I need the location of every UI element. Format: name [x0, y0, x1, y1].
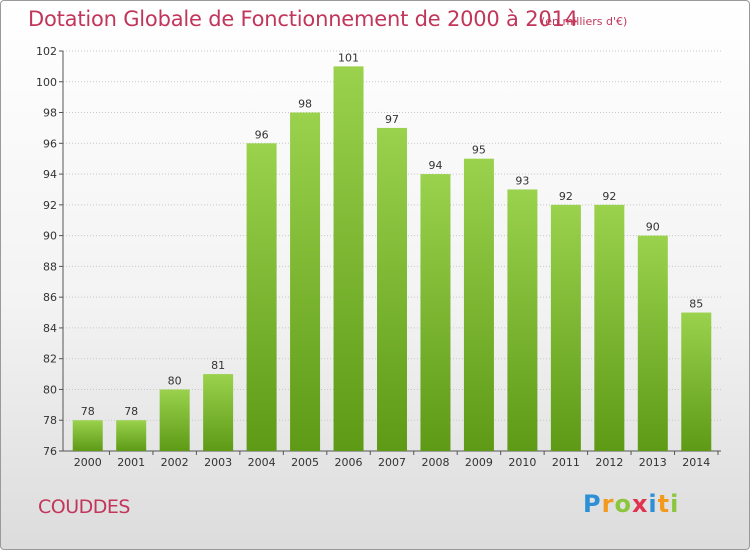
bar-value-label: 92 [559, 190, 573, 203]
bar-value-label: 90 [646, 221, 660, 234]
bar-value-label: 78 [124, 405, 138, 418]
y-tick-label: 80 [43, 383, 57, 396]
bar-2010 [507, 189, 538, 451]
y-tick-label: 100 [36, 76, 57, 89]
chart-title: Dotation Globale de Fonctionnement de 20… [28, 7, 578, 31]
bar-2000 [72, 420, 103, 451]
y-tick-label: 84 [43, 322, 57, 335]
x-tick-label: 2014 [682, 456, 710, 469]
bar-value-label: 96 [255, 128, 269, 141]
x-tick-label: 2000 [74, 456, 102, 469]
axes: 76 78 80 82 84 86 88 90 92 94 96 98 100 102 2000 2001 20… [36, 45, 721, 469]
commune-name: COUDDES [38, 496, 130, 518]
x-tick-label: 2002 [161, 456, 189, 469]
x-tick-label: 2011 [552, 456, 580, 469]
y-tick-label: 82 [43, 353, 57, 366]
bar-2004 [246, 143, 277, 452]
bar-2006 [333, 66, 364, 451]
bar-2014 [681, 312, 712, 451]
bar-value-label: 93 [515, 174, 529, 187]
y-tick-label: 86 [43, 291, 57, 304]
bar-value-label: 95 [472, 144, 486, 157]
y-tick-label: 90 [43, 230, 57, 243]
y-tick-label: 92 [43, 199, 57, 212]
bar-2001 [116, 420, 147, 451]
y-tick-label: 102 [36, 45, 57, 58]
x-tick-label: 2001 [117, 456, 145, 469]
x-tick-label: 2006 [335, 456, 363, 469]
bar-value-label: 94 [428, 159, 442, 172]
bar-value-label: 97 [385, 113, 399, 126]
x-tick-label: 2003 [204, 456, 232, 469]
bar-2003 [203, 374, 234, 451]
y-tick-label: 76 [43, 445, 57, 458]
bar-value-label: 85 [689, 298, 703, 311]
x-tick-label: 2007 [378, 456, 406, 469]
bars [72, 66, 712, 452]
data-labels: 78 78 80 81 96 98 101 97 94 95 93 92 92 90 85 [81, 51, 704, 418]
x-tick-label: 2010 [508, 456, 536, 469]
bar-2007 [377, 127, 407, 451]
y-tick-label: 88 [43, 260, 57, 273]
chart-subtitle: (en milliers d'€) [541, 15, 628, 28]
x-tick-label: 2004 [248, 456, 276, 469]
y-tick-label: 98 [43, 107, 57, 120]
y-tick-label: 96 [43, 137, 57, 150]
bar-2011 [550, 204, 581, 451]
bar-2009 [463, 158, 494, 451]
bar-value-label: 80 [168, 374, 182, 387]
bar-2012 [594, 204, 625, 451]
bar-value-label: 81 [211, 359, 225, 372]
y-tick-label: 78 [43, 414, 57, 427]
bar-value-label: 98 [298, 98, 312, 111]
x-tick-label: 2008 [421, 456, 449, 469]
bar-value-label: 78 [81, 405, 95, 418]
bar-value-label: 92 [602, 190, 616, 203]
x-tick-label: 2009 [465, 456, 493, 469]
proxiti-logo: Proxiti [583, 490, 680, 518]
x-tick-label: 2005 [291, 456, 319, 469]
x-tick-label: 2012 [595, 456, 623, 469]
bar-2013 [637, 235, 668, 451]
x-tick-label: 2013 [639, 456, 667, 469]
bar-2005 [290, 112, 321, 452]
bar-2008 [420, 174, 451, 452]
bar-2002 [159, 389, 190, 451]
y-tick-label: 94 [43, 168, 57, 181]
bar-value-label: 101 [338, 51, 359, 64]
